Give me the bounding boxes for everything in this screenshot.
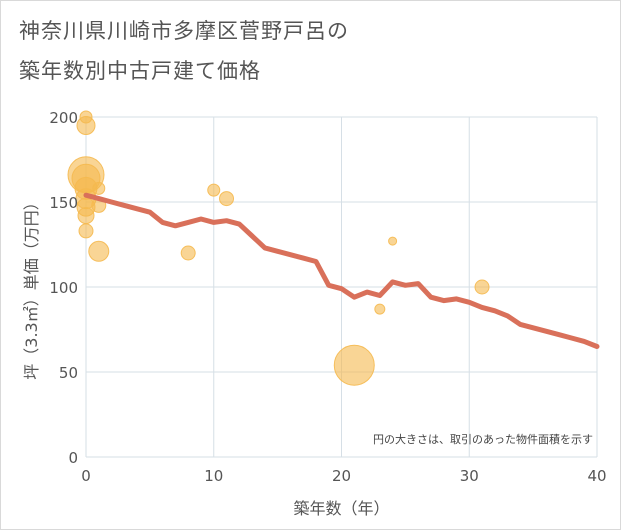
bubble-point — [180, 245, 196, 261]
bubble-point — [388, 236, 398, 246]
bubble-point — [78, 223, 94, 239]
bubble-point — [219, 191, 235, 207]
bubble-point — [77, 207, 95, 225]
size-note: 円の大きさは、取引のあった物件面積を示す — [373, 432, 593, 446]
y-tick-label: 100 — [49, 279, 78, 297]
bubble-point — [88, 240, 110, 262]
y-tick-label: 150 — [49, 194, 78, 212]
x-tick-label: 0 — [81, 467, 91, 485]
bubble-point — [374, 303, 386, 315]
y-tick-label: 0 — [68, 449, 78, 467]
bubble-point — [474, 279, 490, 295]
bubble-series — [67, 110, 490, 386]
y-axis-title: 坪（3.3㎡）単価（万円） — [22, 194, 41, 379]
chart-title-line-1: 神奈川県川崎市多摩区菅野戸呂の — [19, 19, 349, 43]
x-tick-label: 40 — [587, 467, 606, 485]
trend-line — [83, 192, 600, 349]
axis-ticks: 0 10 20 30 40 0 50 100 150 200 — [49, 109, 606, 485]
x-tick-label: 20 — [332, 467, 351, 485]
chart-title-line-2: 築年数別中古戸建て価格 — [19, 59, 261, 83]
bubble-point — [333, 344, 375, 386]
bubble-point — [207, 183, 221, 197]
y-tick-label: 50 — [59, 364, 78, 382]
y-tick-label: 200 — [49, 109, 78, 127]
x-tick-label: 30 — [460, 467, 479, 485]
bubble-point — [92, 181, 106, 195]
x-tick-label: 10 — [204, 467, 223, 485]
x-axis-title: 築年数（年） — [293, 499, 389, 518]
bubble-point — [76, 116, 96, 135]
